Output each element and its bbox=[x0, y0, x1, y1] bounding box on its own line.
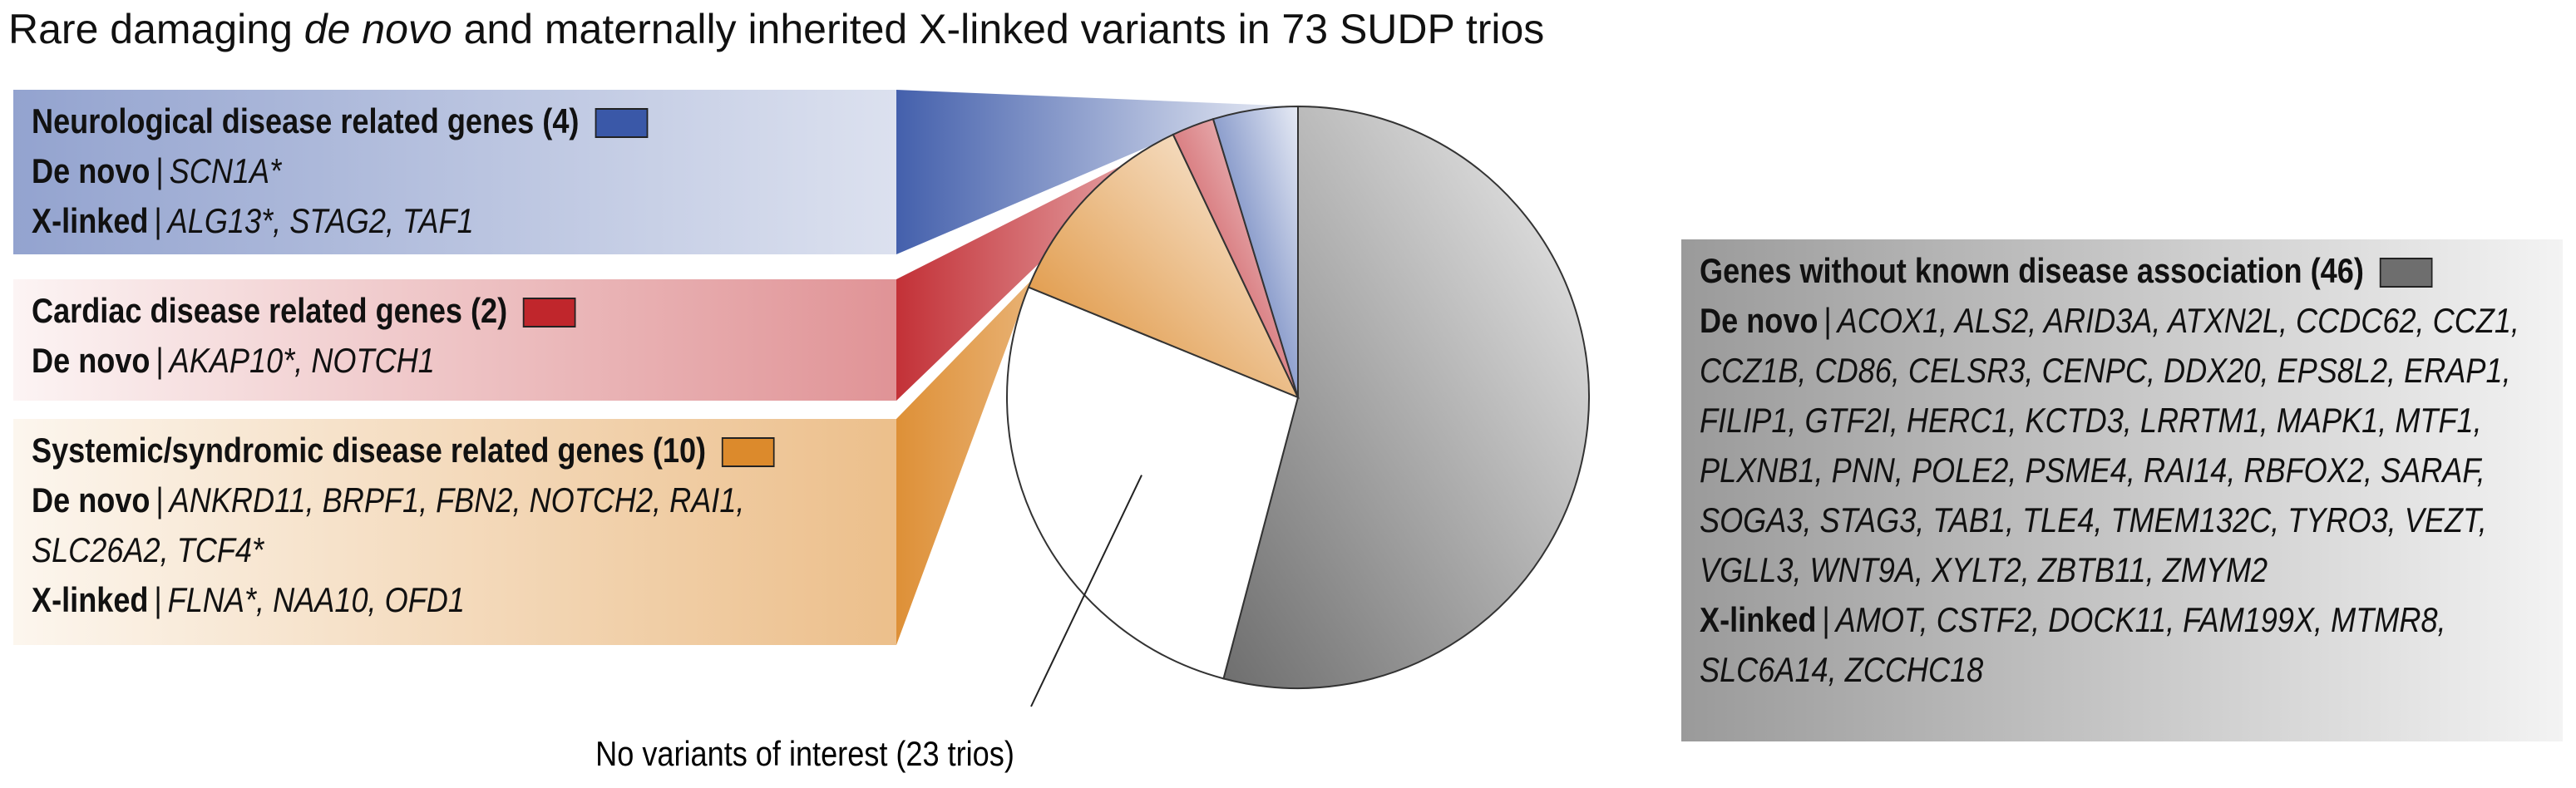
legend-box: Cardiac disease related genes (2) De novo… bbox=[13, 279, 896, 401]
gene-line-label: De novo bbox=[32, 341, 151, 380]
chart-title: Rare damaging de novo and maternally inh… bbox=[8, 5, 1544, 53]
title-text: de novo bbox=[303, 6, 452, 52]
separator: | bbox=[154, 201, 162, 240]
gene-line: De novo | SCN1A* bbox=[32, 146, 881, 196]
legend-label: Cardiac disease related genes (2) bbox=[32, 291, 508, 330]
legend-title: Cardiac disease related genes (2) bbox=[32, 286, 881, 336]
legend-swatch bbox=[595, 108, 648, 138]
gene-list: ACOX1, ALS2, ARID3A, ATXN2L, CCDC62, CCZ… bbox=[1700, 301, 2519, 589]
title-text: and maternally inherited X-linked varian… bbox=[452, 6, 1545, 52]
legend-box: Systemic/syndromic disease related genes… bbox=[13, 419, 896, 645]
legend-label: Genes without known disease association … bbox=[1700, 251, 2364, 290]
gene-list: AKAP10*, NOTCH1 bbox=[169, 341, 435, 380]
gene-line: De novo | ACOX1, ALS2, ARID3A, ATXN2L, CCD… bbox=[1700, 296, 2548, 595]
gene-list: ALG13*, STAG2, TAF1 bbox=[167, 201, 474, 240]
gene-list: AMOT, CSTF2, DOCK11, FAM199X, MTMR8, SLC… bbox=[1700, 600, 2446, 689]
legend-swatch bbox=[2379, 258, 2433, 288]
gene-line: X-linked | ALG13*, STAG2, TAF1 bbox=[32, 196, 881, 246]
connector bbox=[896, 119, 1298, 401]
gene-line-label: X-linked bbox=[1700, 600, 1817, 639]
legend-text: Neurological disease related genes (4) De… bbox=[32, 96, 881, 246]
gene-line-label: X-linked bbox=[32, 580, 149, 619]
legend-text: Systemic/syndromic disease related genes… bbox=[32, 426, 881, 625]
leader-line bbox=[1030, 475, 1142, 707]
pie-slice bbox=[1222, 105, 1590, 689]
pie-slice bbox=[1006, 286, 1300, 680]
legend-title: Systemic/syndromic disease related genes… bbox=[32, 426, 881, 475]
title-text: Rare damaging bbox=[8, 6, 304, 52]
gene-line-label: De novo bbox=[32, 151, 151, 190]
gene-line-label: De novo bbox=[1700, 301, 1818, 340]
separator: | bbox=[155, 151, 164, 190]
gene-line: De novo | ANKRD11, BRPF1, FBN2, NOTCH2, RA… bbox=[32, 475, 881, 575]
gene-list: FLNA*, NAA10, OFD1 bbox=[167, 580, 465, 619]
legend-label: Neurological disease related genes (4) bbox=[32, 101, 580, 140]
legend-swatch bbox=[523, 298, 576, 328]
slice-label: No variants of interest (23 trios) bbox=[595, 736, 1014, 774]
connector bbox=[896, 90, 1298, 397]
pie-slice bbox=[1212, 105, 1299, 398]
legend-box: Genes without known disease association … bbox=[1681, 239, 2563, 741]
gene-list: SCN1A* bbox=[169, 151, 282, 190]
separator: | bbox=[1822, 600, 1830, 639]
separator: | bbox=[155, 480, 164, 520]
separator: | bbox=[155, 341, 164, 380]
pie-slice bbox=[1027, 133, 1300, 399]
legend-swatch bbox=[722, 437, 775, 467]
legend-text: Cardiac disease related genes (2) De novo… bbox=[32, 286, 881, 386]
legend-title: Genes without known disease association … bbox=[1700, 246, 2548, 296]
legend-text: Genes without known disease association … bbox=[1700, 246, 2548, 695]
gene-line: X-linked | AMOT, CSTF2, DOCK11, FAM199X, M… bbox=[1700, 595, 2548, 695]
gene-line: X-linked | FLNA*, NAA10, OFD1 bbox=[32, 575, 881, 625]
legend-title: Neurological disease related genes (4) bbox=[32, 96, 881, 146]
legend-box: Neurological disease related genes (4) De… bbox=[13, 90, 896, 254]
gene-list: ANKRD11, BRPF1, FBN2, NOTCH2, RAI1, SLC2… bbox=[32, 480, 745, 569]
legend-label: Systemic/syndromic disease related genes… bbox=[32, 431, 707, 470]
gene-line-label: X-linked bbox=[32, 201, 149, 240]
separator: | bbox=[1823, 301, 1832, 340]
gene-line-label: De novo bbox=[32, 480, 151, 520]
separator: | bbox=[154, 580, 162, 619]
gene-line: De novo | AKAP10*, NOTCH1 bbox=[32, 336, 881, 386]
